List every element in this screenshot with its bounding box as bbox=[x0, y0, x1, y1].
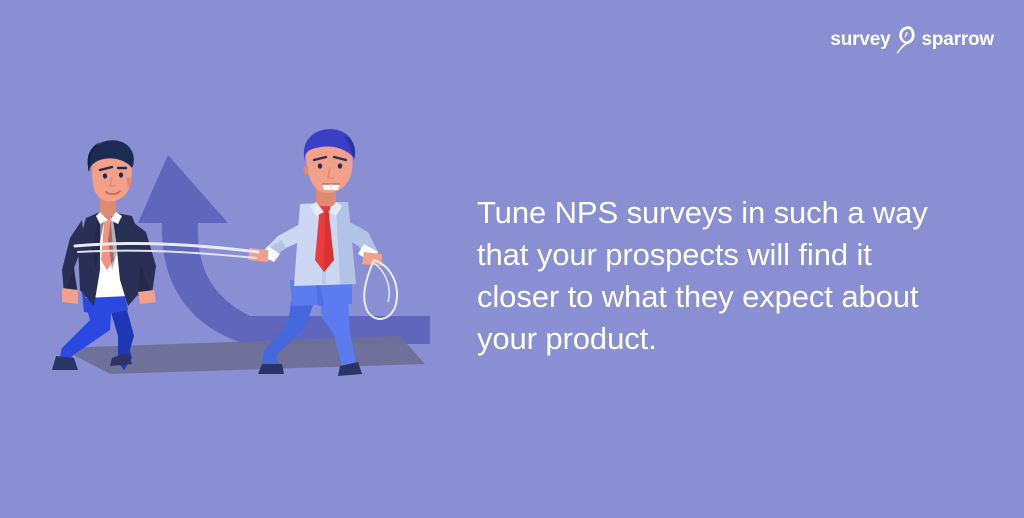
brand-logo[interactable]: survey sparrow bbox=[830, 22, 994, 56]
logo-word-survey: survey bbox=[830, 28, 891, 50]
ground-shadow bbox=[60, 336, 425, 374]
figure-left-businessman bbox=[52, 140, 156, 370]
logo-word-sparrow: sparrow bbox=[921, 28, 994, 50]
figure-right-businessman bbox=[248, 129, 382, 376]
rising-arrow-icon bbox=[138, 155, 430, 344]
rope bbox=[73, 242, 398, 320]
illustration-tug-of-war bbox=[0, 120, 470, 410]
page-title: Tune NPS surveys in such a way that your… bbox=[477, 195, 928, 356]
sparrow-bird-icon bbox=[897, 26, 916, 54]
